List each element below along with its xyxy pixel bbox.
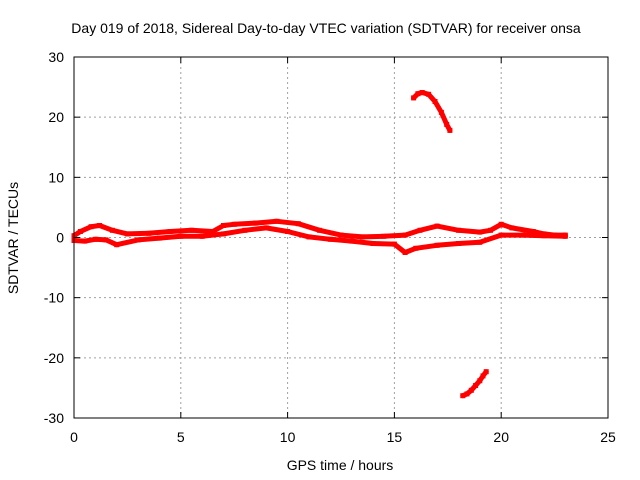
data-point — [338, 232, 344, 238]
y-axis-label: SDTVAR / TECUs — [5, 182, 21, 294]
data-point — [438, 109, 444, 115]
y-tick-label: 10 — [48, 169, 64, 185]
data-point — [434, 242, 440, 248]
data-point — [124, 231, 130, 237]
data-point — [88, 224, 94, 230]
data-point — [242, 227, 248, 233]
data-point — [434, 223, 440, 229]
data-point — [97, 223, 103, 228]
data-layer — [71, 90, 568, 399]
data-point — [456, 241, 461, 246]
data-point — [411, 95, 417, 101]
data-point — [480, 373, 486, 379]
data-point — [349, 238, 355, 244]
data-point — [477, 239, 483, 245]
data-point — [253, 220, 259, 226]
data-point — [317, 227, 323, 233]
data-point — [541, 233, 547, 239]
y-tick-label: 30 — [48, 49, 64, 65]
data-point — [263, 225, 269, 231]
data-point — [562, 233, 568, 239]
data-point — [498, 232, 504, 238]
data-point — [477, 378, 483, 384]
x-axis-label: GPS time / hours — [287, 457, 394, 473]
data-point — [146, 230, 152, 236]
data-point — [488, 227, 493, 233]
data-point — [82, 238, 88, 244]
x-tick-label: 0 — [70, 429, 78, 445]
series-main-band-upper — [71, 218, 568, 240]
data-point — [370, 241, 376, 246]
data-point — [468, 387, 474, 393]
x-tick-label: 25 — [600, 429, 616, 445]
data-point — [135, 237, 141, 243]
data-point — [509, 225, 515, 231]
data-point — [306, 234, 312, 240]
data-point — [447, 127, 453, 133]
data-point — [413, 245, 419, 251]
data-point — [221, 223, 226, 228]
data-point — [274, 218, 280, 224]
data-point — [419, 90, 425, 95]
series-arc-upper — [411, 90, 453, 133]
data-point — [114, 242, 120, 248]
data-point — [456, 227, 461, 233]
data-point — [381, 233, 387, 239]
y-tick-label: 20 — [48, 109, 64, 125]
data-point — [327, 236, 333, 242]
data-point — [402, 232, 408, 238]
series-main-band-lower — [71, 225, 568, 255]
data-point — [103, 237, 109, 243]
x-tick-label: 15 — [387, 429, 403, 445]
data-point — [520, 232, 526, 238]
data-point — [92, 236, 98, 242]
ticks: 0 5 10 15 20 25 -30 -20 -10 0 10 20 30 — [44, 49, 616, 445]
data-point — [417, 227, 423, 233]
data-point — [210, 229, 216, 234]
chart-title: Day 019 of 2018, Sidereal Day-to-day VTE… — [71, 20, 581, 36]
data-point — [477, 229, 483, 235]
data-point — [189, 227, 194, 233]
series-arc-lower — [460, 369, 489, 399]
data-point — [530, 229, 536, 234]
data-point — [156, 235, 162, 241]
y-tick-label: -30 — [44, 410, 64, 426]
data-point — [167, 229, 173, 234]
x-tick-label: 20 — [493, 429, 509, 445]
data-point — [415, 91, 421, 97]
data-point — [426, 91, 432, 97]
data-point — [109, 227, 115, 233]
data-point — [460, 393, 466, 399]
x-tick-label: 10 — [280, 429, 296, 445]
data-point — [295, 221, 301, 227]
data-point — [483, 369, 489, 375]
data-point — [402, 250, 408, 255]
data-point — [473, 383, 479, 388]
x-tick-label: 5 — [177, 429, 185, 445]
y-tick-label: -10 — [44, 290, 64, 306]
data-point — [432, 99, 438, 104]
data-point — [199, 233, 205, 239]
data-point — [178, 233, 184, 239]
data-point — [391, 241, 397, 247]
data-point — [285, 229, 291, 234]
data-point — [77, 229, 83, 234]
data-point — [359, 234, 365, 240]
data-point — [498, 221, 504, 227]
data-point — [221, 231, 226, 237]
data-point — [464, 391, 470, 397]
data-point — [444, 121, 450, 127]
y-tick-label: 0 — [56, 230, 64, 246]
data-point — [231, 221, 237, 227]
y-tick-label: -20 — [44, 350, 64, 366]
